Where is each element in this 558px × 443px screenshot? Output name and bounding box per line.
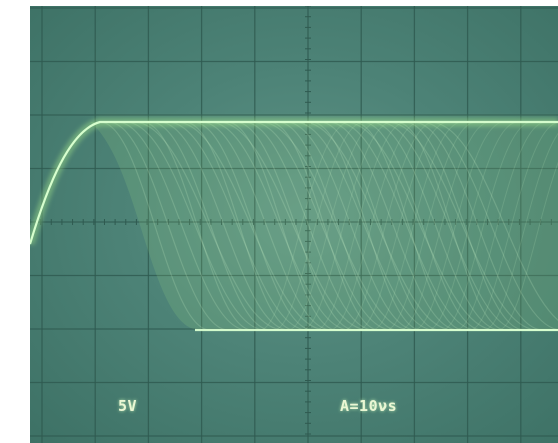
oscilloscope-screen: 5V A=10νs <box>30 6 558 443</box>
scope-graticule-and-trace <box>30 6 558 443</box>
timebase-label: A=10νs <box>340 397 398 415</box>
waveform-trace <box>497 121 558 331</box>
waveform-trace <box>30 120 558 245</box>
waveform-trace <box>483 121 558 331</box>
persistence-fill <box>90 122 558 330</box>
persistence-traces <box>30 117 558 335</box>
volts-per-div-label: 5V <box>118 397 138 415</box>
